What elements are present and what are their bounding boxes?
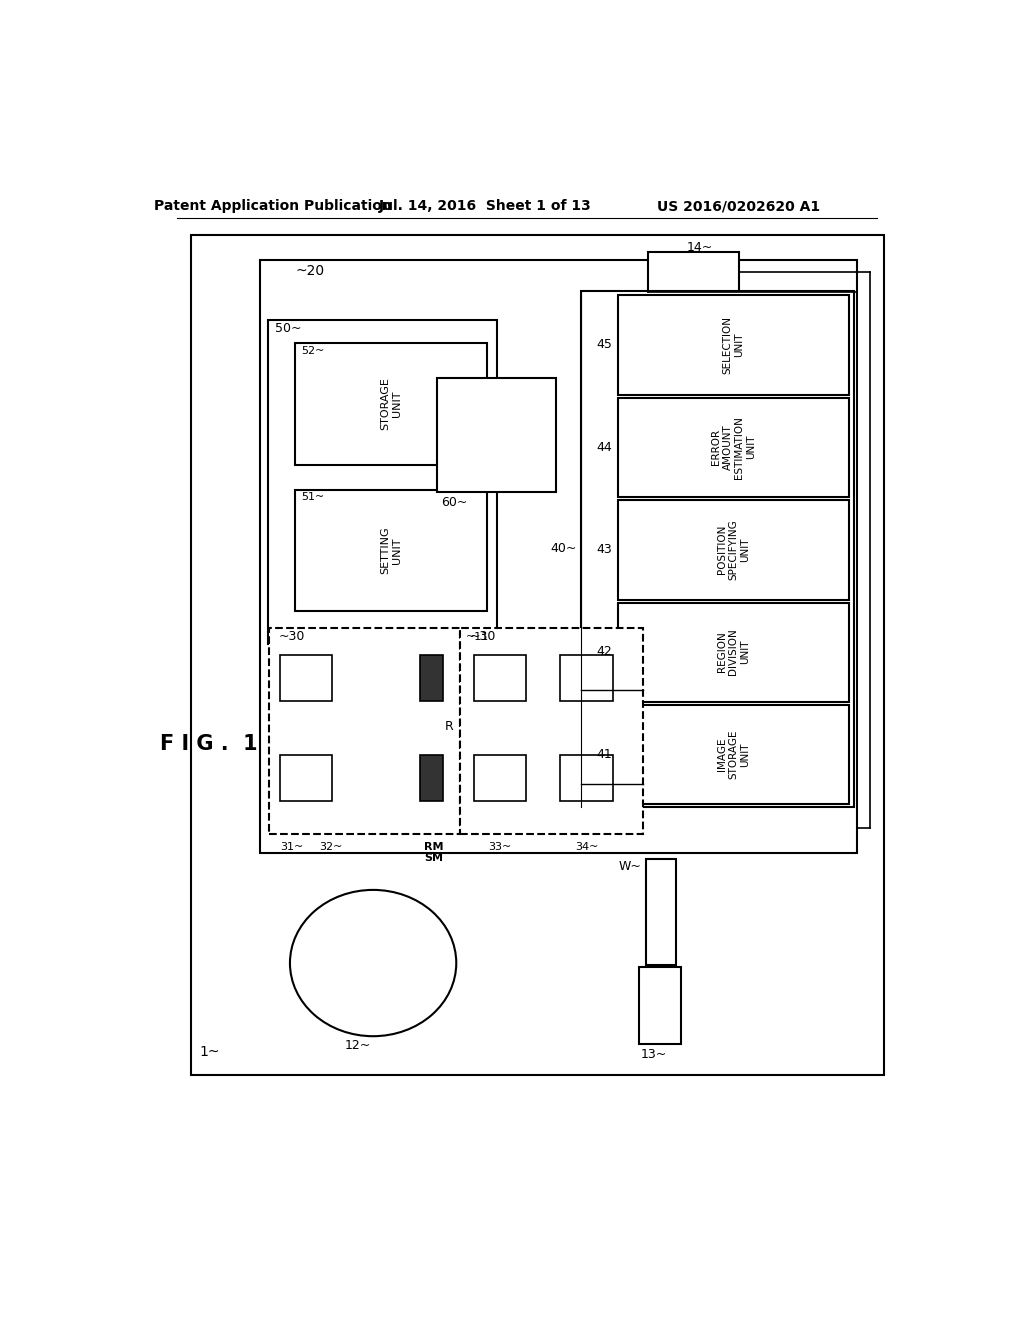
Text: 52~: 52~ — [301, 346, 325, 356]
Text: POSITION
SPECIFYING
UNIT: POSITION SPECIFYING UNIT — [717, 519, 750, 579]
Text: W~: W~ — [618, 861, 642, 874]
Bar — [420, 755, 443, 801]
Bar — [560, 755, 612, 801]
Text: 31~: 31~ — [280, 842, 303, 851]
Bar — [617, 705, 849, 804]
Bar — [295, 343, 487, 465]
Text: Jul. 14, 2016  Sheet 1 of 13: Jul. 14, 2016 Sheet 1 of 13 — [379, 199, 591, 213]
Text: 43: 43 — [596, 543, 611, 556]
Text: REGION
DIVISION
UNIT: REGION DIVISION UNIT — [717, 628, 750, 676]
Text: 44: 44 — [596, 441, 611, 454]
Text: US 2016/0202620 A1: US 2016/0202620 A1 — [657, 199, 820, 213]
Text: 51~: 51~ — [301, 492, 324, 502]
Text: 33~: 33~ — [488, 842, 512, 851]
Text: 40~: 40~ — [550, 543, 577, 556]
Text: 12~: 12~ — [345, 1039, 371, 1052]
Text: 50~: 50~ — [275, 322, 302, 335]
Text: ~30: ~30 — [470, 630, 497, 643]
Bar — [280, 755, 333, 801]
Bar — [190, 235, 884, 1074]
Text: 34~: 34~ — [574, 842, 598, 851]
Bar — [617, 603, 849, 702]
Bar — [295, 490, 487, 611]
Text: 1~: 1~ — [200, 1044, 220, 1059]
Text: 60~: 60~ — [441, 496, 467, 510]
Bar — [280, 655, 333, 701]
Text: ~30: ~30 — [280, 630, 305, 643]
Text: Patent Application Publication: Patent Application Publication — [155, 199, 392, 213]
Bar — [437, 378, 556, 492]
Text: 14~: 14~ — [686, 242, 713, 255]
Bar — [474, 655, 526, 701]
Bar — [648, 252, 739, 293]
Bar — [460, 628, 643, 834]
Bar — [269, 628, 460, 834]
Text: IMAGE
STORAGE
UNIT: IMAGE STORAGE UNIT — [717, 730, 750, 779]
Text: 45: 45 — [596, 338, 611, 351]
Text: SM: SM — [424, 853, 443, 862]
Bar — [560, 655, 612, 701]
Bar — [474, 755, 526, 801]
Text: STORAGE
UNIT: STORAGE UNIT — [380, 378, 401, 430]
Text: ~11: ~11 — [466, 631, 489, 642]
Text: 42: 42 — [596, 645, 611, 659]
Text: SELECTION
UNIT: SELECTION UNIT — [723, 315, 744, 374]
Bar — [639, 966, 681, 1044]
Bar — [267, 321, 497, 644]
Bar — [646, 859, 676, 965]
Text: ERROR
AMOUNT
ESTIMATION
UNIT: ERROR AMOUNT ESTIMATION UNIT — [711, 416, 756, 479]
Bar — [617, 397, 849, 498]
Text: ~20: ~20 — [295, 264, 325, 277]
Bar — [420, 655, 443, 701]
Text: 41: 41 — [596, 748, 611, 760]
Bar — [617, 296, 849, 395]
Text: SETTING
UNIT: SETTING UNIT — [380, 527, 401, 574]
Text: F I G .  1: F I G . 1 — [161, 734, 258, 754]
Text: 32~: 32~ — [319, 842, 343, 851]
Bar — [617, 500, 849, 599]
Bar — [581, 290, 854, 807]
Bar — [260, 260, 857, 853]
Ellipse shape — [290, 890, 457, 1036]
Text: R: R — [445, 721, 454, 733]
Text: 13~: 13~ — [640, 1048, 667, 1061]
Text: RM: RM — [424, 842, 443, 851]
